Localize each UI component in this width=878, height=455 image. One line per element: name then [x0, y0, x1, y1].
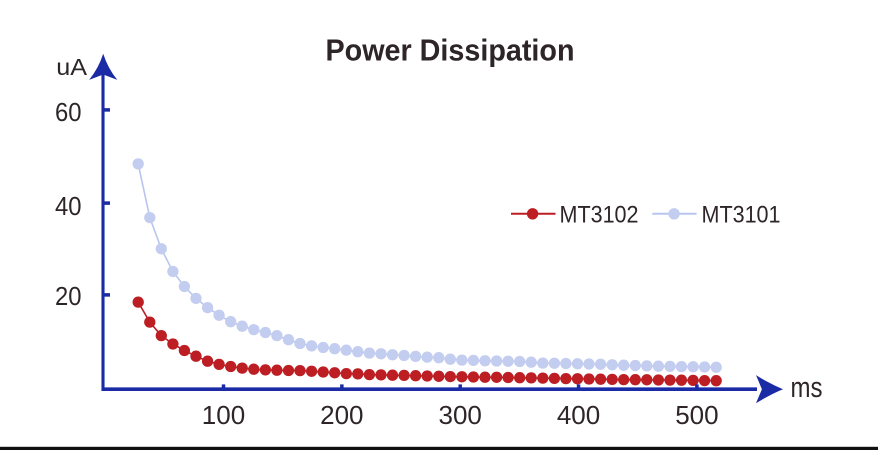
svg-text:20: 20 — [55, 281, 82, 311]
svg-text:uA: uA — [56, 54, 88, 80]
svg-text:60: 60 — [55, 97, 82, 127]
svg-text:MT3101: MT3101 — [702, 202, 781, 229]
svg-text:200: 200 — [320, 400, 363, 430]
svg-text:ms: ms — [791, 372, 823, 404]
svg-text:Power Dissipation: Power Dissipation — [326, 33, 575, 68]
svg-text:300: 300 — [439, 400, 482, 430]
svg-text:500: 500 — [675, 400, 718, 430]
svg-text:100: 100 — [202, 400, 245, 430]
svg-text:400: 400 — [557, 400, 600, 430]
svg-text:40: 40 — [55, 191, 82, 221]
svg-text:MT3102: MT3102 — [560, 202, 639, 229]
